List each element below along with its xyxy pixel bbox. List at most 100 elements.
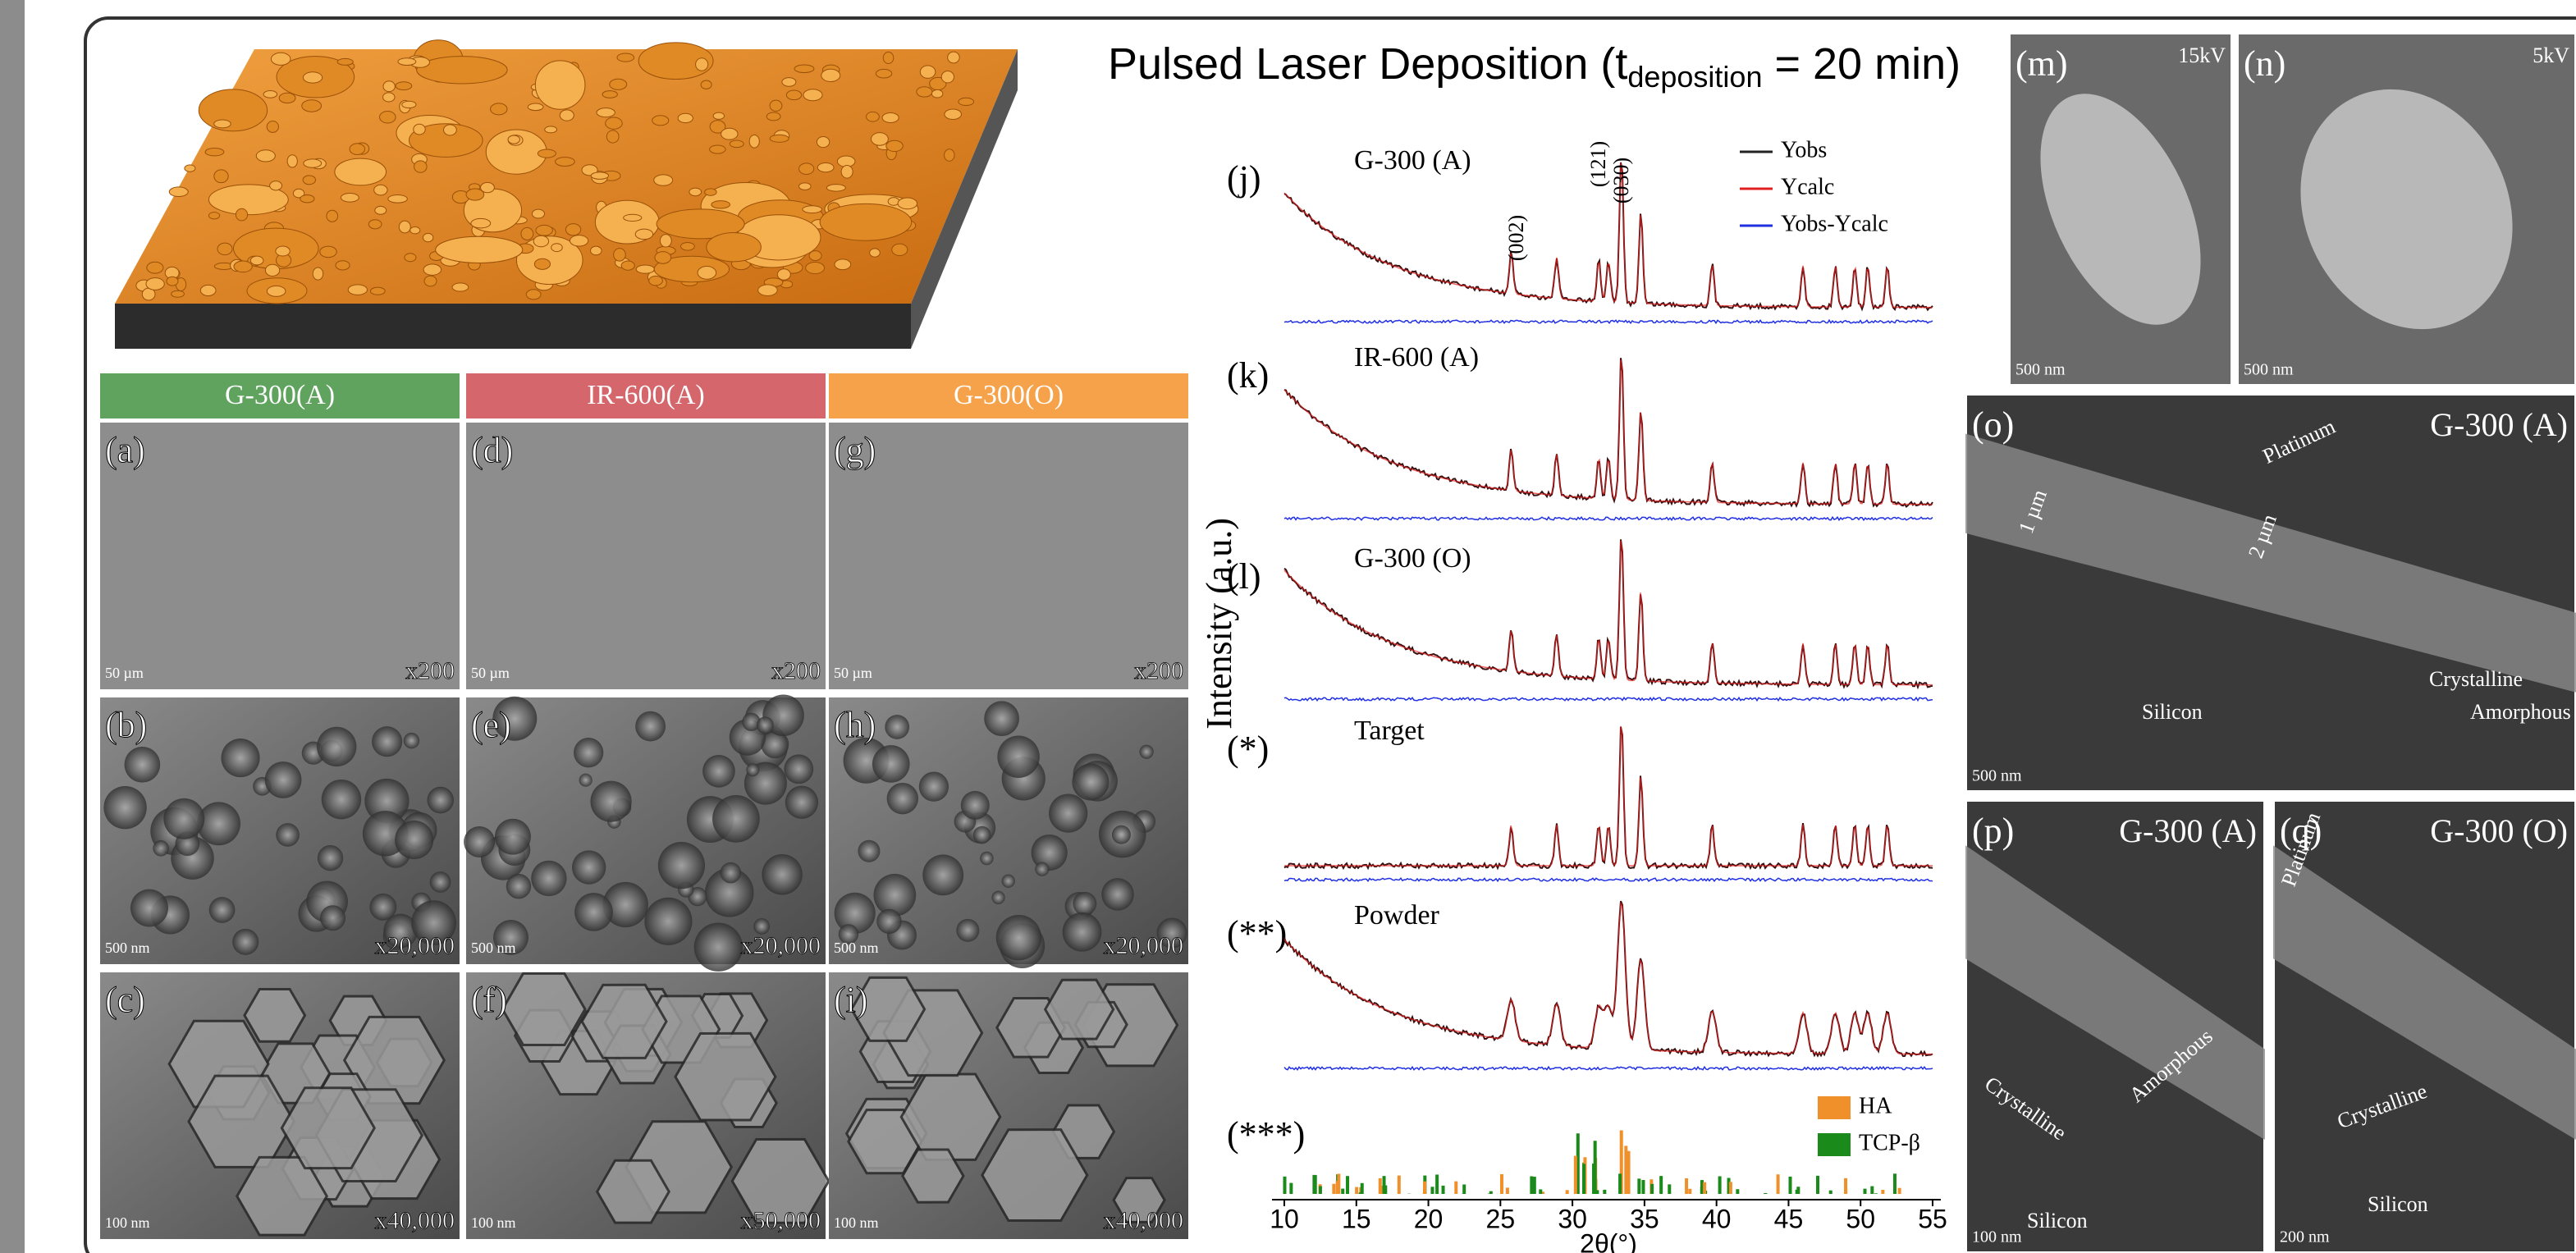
grain (423, 264, 442, 276)
magnification: x200 (1134, 657, 1183, 684)
trace-name: IR-600 (A) (1354, 342, 1479, 373)
grain (803, 89, 822, 101)
grain (898, 198, 917, 209)
grain (199, 89, 267, 131)
grain (265, 761, 302, 798)
legend-swatch (1818, 1096, 1851, 1119)
grain (153, 840, 169, 857)
grain (348, 285, 367, 295)
grain (531, 861, 566, 896)
grain (574, 893, 613, 931)
grain (591, 172, 608, 180)
sample-label: G-300 (O) (2430, 812, 2568, 849)
sem-image (100, 423, 460, 689)
scale-bar: 500 nm (2016, 361, 2066, 379)
grain (655, 252, 671, 264)
grain (430, 871, 451, 893)
grain (635, 711, 666, 742)
grain (799, 183, 812, 190)
grain (526, 290, 541, 300)
grain (327, 210, 338, 222)
scale-bar: 500 nm (1972, 767, 2022, 785)
scale-bar: 200 nm (2280, 1228, 2330, 1246)
grain (758, 285, 778, 296)
magnification: x40,000 (375, 1207, 455, 1234)
grain (606, 117, 622, 129)
peak-label: (121) (1586, 141, 1610, 187)
scale-bar: 100 nm (471, 1214, 516, 1231)
grain (980, 852, 994, 866)
grain (528, 103, 543, 111)
grain (948, 52, 960, 63)
grain (267, 121, 278, 133)
magnification: x200 (771, 657, 821, 684)
grain (217, 243, 232, 255)
substrate (115, 304, 911, 349)
grain (997, 735, 1039, 777)
grain (313, 268, 323, 280)
grain (1112, 825, 1131, 844)
grain (1073, 892, 1096, 916)
grain (318, 845, 343, 871)
grain (209, 897, 236, 923)
grain (867, 112, 880, 121)
grain (172, 290, 185, 297)
grain (388, 195, 408, 203)
grain (466, 189, 484, 200)
grain (614, 249, 626, 262)
grain (508, 135, 519, 144)
grain (232, 929, 259, 955)
grain (835, 259, 851, 270)
page: Pulsed Laser Deposition (tdeposition = 2… (0, 0, 2576, 1253)
grain (337, 58, 353, 65)
grain (402, 101, 416, 107)
grain (786, 90, 801, 100)
scale-bar: 50 µm (105, 665, 144, 681)
grain (931, 89, 942, 98)
grain (713, 112, 724, 119)
grain (696, 58, 708, 71)
grain (730, 140, 744, 148)
x-tick-label: 40 (1702, 1204, 1732, 1233)
grain (1063, 912, 1102, 952)
grain (817, 136, 829, 147)
panel-label: (i) (834, 980, 868, 1020)
grain (887, 783, 918, 814)
grain (624, 214, 642, 221)
x-tick-label: 20 (1414, 1204, 1444, 1233)
grain (265, 264, 279, 276)
x-tick-label: 10 (1270, 1204, 1299, 1233)
grain (922, 854, 963, 895)
panel-label: (g) (834, 430, 876, 470)
grain (276, 823, 300, 847)
legend-swatch (1818, 1133, 1851, 1156)
scale-bar: 100 nm (105, 1214, 150, 1231)
grain (701, 80, 711, 89)
grain (410, 227, 420, 234)
grain (427, 787, 454, 814)
grain (317, 727, 356, 766)
grain (1139, 745, 1153, 759)
grain (984, 701, 1019, 736)
column-title: IR-600(A) (587, 380, 705, 410)
grain (883, 52, 894, 63)
grain (959, 98, 974, 105)
grain (794, 65, 814, 73)
annotation: Amorphous (2470, 700, 2571, 724)
trace-name: Target (1354, 716, 1425, 746)
panel-label: (f) (471, 980, 507, 1020)
grain (341, 193, 359, 202)
grain (803, 206, 822, 213)
trace-label: (*) (1227, 729, 1269, 769)
grain (125, 747, 161, 783)
grain (882, 112, 899, 122)
grain (1049, 793, 1087, 832)
grain (436, 236, 523, 263)
grain (617, 53, 634, 62)
grain (491, 103, 507, 115)
grain (766, 112, 780, 121)
grain (405, 254, 416, 262)
grain (799, 163, 814, 175)
grain (876, 909, 901, 934)
grain (565, 224, 580, 236)
